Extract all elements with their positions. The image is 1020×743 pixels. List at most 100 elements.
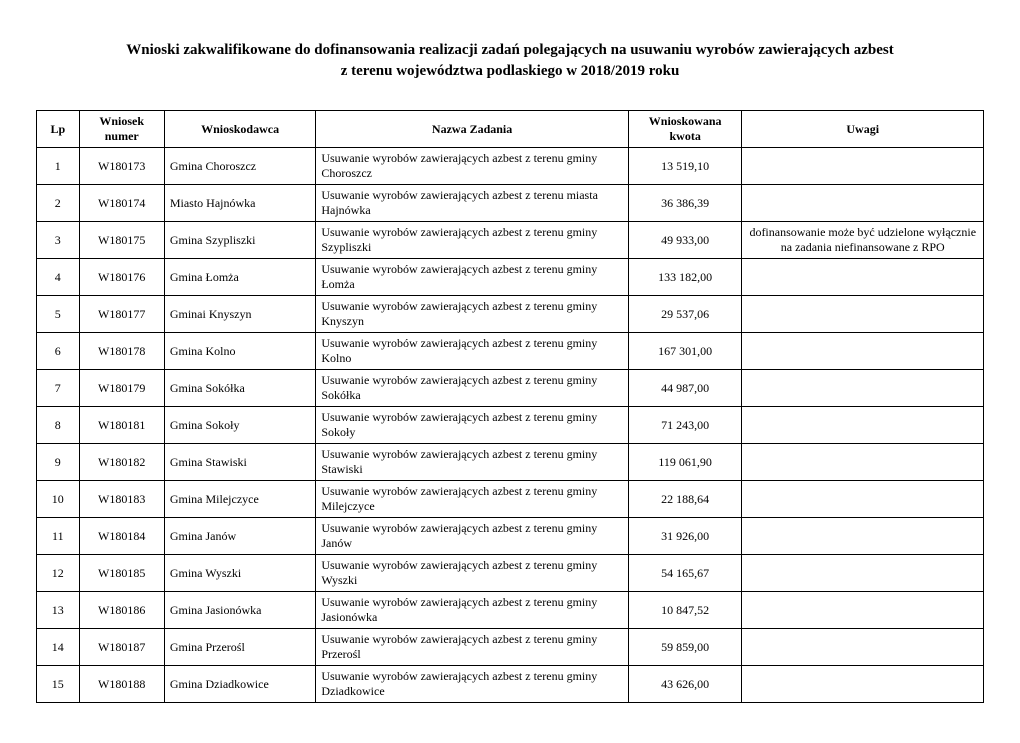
col-header-numer: Wniosek numer [79, 111, 164, 148]
cell-zadanie: Usuwanie wyrobów zawierających azbest z … [316, 592, 629, 629]
cell-lp: 3 [37, 222, 80, 259]
cell-lp: 14 [37, 629, 80, 666]
cell-numer: W180179 [79, 370, 164, 407]
cell-lp: 12 [37, 555, 80, 592]
cell-numer: W180176 [79, 259, 164, 296]
cell-wnioskodawca: Gmina Jasionówka [164, 592, 316, 629]
cell-uwagi [742, 296, 984, 333]
cell-wnioskodawca: Gmina Szypliszki [164, 222, 316, 259]
cell-zadanie: Usuwanie wyrobów zawierających azbest z … [316, 629, 629, 666]
table-row: 7W180179Gmina SokółkaUsuwanie wyrobów za… [37, 370, 984, 407]
cell-zadanie: Usuwanie wyrobów zawierających azbest z … [316, 222, 629, 259]
table-row: 1W180173Gmina ChoroszczUsuwanie wyrobów … [37, 148, 984, 185]
table-row: 3W180175Gmina SzypliszkiUsuwanie wyrobów… [37, 222, 984, 259]
table-row: 15W180188Gmina DziadkowiceUsuwanie wyrob… [37, 666, 984, 703]
cell-zadanie: Usuwanie wyrobów zawierających azbest z … [316, 333, 629, 370]
cell-zadanie: Usuwanie wyrobów zawierających azbest z … [316, 518, 629, 555]
cell-uwagi [742, 407, 984, 444]
cell-wnioskodawca: Miasto Hajnówka [164, 185, 316, 222]
cell-numer: W180187 [79, 629, 164, 666]
cell-uwagi [742, 481, 984, 518]
cell-zadanie: Usuwanie wyrobów zawierających azbest z … [316, 259, 629, 296]
col-header-kwota: Wnioskowana kwota [628, 111, 742, 148]
cell-wnioskodawca: Gmina Choroszcz [164, 148, 316, 185]
cell-lp: 9 [37, 444, 80, 481]
cell-zadanie: Usuwanie wyrobów zawierających azbest z … [316, 185, 629, 222]
table-row: 6W180178Gmina KolnoUsuwanie wyrobów zawi… [37, 333, 984, 370]
cell-numer: W180175 [79, 222, 164, 259]
cell-wnioskodawca: Gmina Kolno [164, 333, 316, 370]
table-row: 13W180186Gmina JasionówkaUsuwanie wyrobó… [37, 592, 984, 629]
col-header-uwagi: Uwagi [742, 111, 984, 148]
cell-uwagi [742, 629, 984, 666]
cell-kwota: 31 926,00 [628, 518, 742, 555]
cell-uwagi [742, 518, 984, 555]
cell-numer: W180184 [79, 518, 164, 555]
table-row: 5W180177Gminai KnyszynUsuwanie wyrobów z… [37, 296, 984, 333]
table-row: 10W180183Gmina MilejczyceUsuwanie wyrobó… [37, 481, 984, 518]
cell-wnioskodawca: Gmina Wyszki [164, 555, 316, 592]
cell-wnioskodawca: Gmina Sokoły [164, 407, 316, 444]
table-row: 11W180184Gmina JanówUsuwanie wyrobów zaw… [37, 518, 984, 555]
document-title: Wnioski zakwalifikowane do dofinansowani… [36, 40, 984, 82]
cell-numer: W180178 [79, 333, 164, 370]
cell-uwagi [742, 333, 984, 370]
cell-uwagi [742, 185, 984, 222]
cell-kwota: 43 626,00 [628, 666, 742, 703]
cell-numer: W180183 [79, 481, 164, 518]
cell-wnioskodawca: Gmina Sokółka [164, 370, 316, 407]
cell-lp: 8 [37, 407, 80, 444]
cell-kwota: 167 301,00 [628, 333, 742, 370]
title-line-2: z terenu województwa podlaskiego w 2018/… [341, 63, 680, 79]
table-row: 14W180187Gmina PrzeroślUsuwanie wyrobów … [37, 629, 984, 666]
title-line-1: Wnioski zakwalifikowane do dofinansowani… [126, 42, 893, 58]
cell-wnioskodawca: Gmina Milejczyce [164, 481, 316, 518]
cell-uwagi [742, 555, 984, 592]
cell-uwagi [742, 370, 984, 407]
cell-kwota: 22 188,64 [628, 481, 742, 518]
cell-zadanie: Usuwanie wyrobów zawierających azbest z … [316, 666, 629, 703]
cell-lp: 13 [37, 592, 80, 629]
cell-zadanie: Usuwanie wyrobów zawierających azbest z … [316, 148, 629, 185]
table-row: 9W180182Gmina StawiskiUsuwanie wyrobów z… [37, 444, 984, 481]
cell-uwagi [742, 592, 984, 629]
cell-kwota: 49 933,00 [628, 222, 742, 259]
cell-kwota: 54 165,67 [628, 555, 742, 592]
cell-kwota: 71 243,00 [628, 407, 742, 444]
cell-lp: 1 [37, 148, 80, 185]
cell-lp: 5 [37, 296, 80, 333]
cell-lp: 7 [37, 370, 80, 407]
cell-wnioskodawca: Gmina Stawiski [164, 444, 316, 481]
cell-kwota: 119 061,90 [628, 444, 742, 481]
cell-zadanie: Usuwanie wyrobów zawierających azbest z … [316, 444, 629, 481]
cell-uwagi: dofinansowanie może być udzielone wyłącz… [742, 222, 984, 259]
col-header-lp: Lp [37, 111, 80, 148]
cell-uwagi [742, 666, 984, 703]
cell-numer: W180186 [79, 592, 164, 629]
cell-numer: W180185 [79, 555, 164, 592]
cell-lp: 2 [37, 185, 80, 222]
table-header-row: Lp Wniosek numer Wnioskodawca Nazwa Zada… [37, 111, 984, 148]
cell-uwagi [742, 444, 984, 481]
cell-zadanie: Usuwanie wyrobów zawierających azbest z … [316, 481, 629, 518]
cell-zadanie: Usuwanie wyrobów zawierających azbest z … [316, 407, 629, 444]
cell-zadanie: Usuwanie wyrobów zawierających azbest z … [316, 370, 629, 407]
cell-numer: W180174 [79, 185, 164, 222]
cell-numer: W180182 [79, 444, 164, 481]
cell-zadanie: Usuwanie wyrobów zawierających azbest z … [316, 555, 629, 592]
cell-zadanie: Usuwanie wyrobów zawierających azbest z … [316, 296, 629, 333]
table-row: 8W180181Gmina SokołyUsuwanie wyrobów zaw… [37, 407, 984, 444]
cell-kwota: 29 537,06 [628, 296, 742, 333]
table-row: 12W180185Gmina WyszkiUsuwanie wyrobów za… [37, 555, 984, 592]
table-row: 4W180176Gmina ŁomżaUsuwanie wyrobów zawi… [37, 259, 984, 296]
cell-uwagi [742, 259, 984, 296]
cell-wnioskodawca: Gminai Knyszyn [164, 296, 316, 333]
cell-kwota: 36 386,39 [628, 185, 742, 222]
cell-lp: 4 [37, 259, 80, 296]
col-header-wnioskodawca: Wnioskodawca [164, 111, 316, 148]
cell-kwota: 10 847,52 [628, 592, 742, 629]
applications-table: Lp Wniosek numer Wnioskodawca Nazwa Zada… [36, 110, 984, 703]
cell-wnioskodawca: Gmina Dziadkowice [164, 666, 316, 703]
cell-wnioskodawca: Gmina Łomża [164, 259, 316, 296]
cell-numer: W180177 [79, 296, 164, 333]
